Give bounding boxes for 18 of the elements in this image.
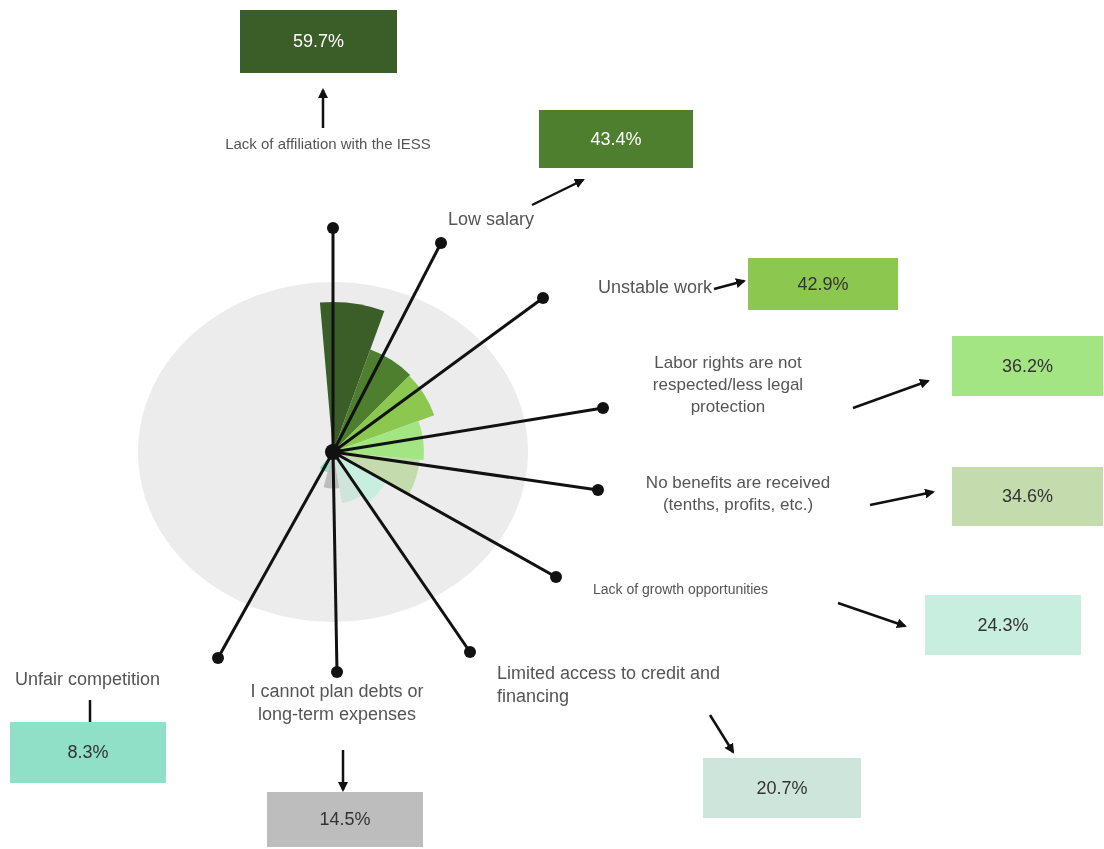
data-label: 34.6%	[952, 467, 1103, 526]
category-label: No benefits are received (tenths, profits, etc.)	[644, 472, 832, 517]
category-label: Limited access to credit and financing	[497, 662, 722, 709]
category-label: Lack of affiliation with the IESS	[224, 134, 432, 154]
category-label: Low salary	[448, 208, 536, 231]
data-label: 8.3%	[10, 722, 166, 783]
category-label: Labor rights are not respected/less legal protection	[651, 352, 805, 419]
data-label: 42.9%	[748, 258, 898, 310]
data-label: 43.4%	[539, 110, 693, 168]
data-label: 20.7%	[703, 758, 861, 818]
data-label: 24.3%	[925, 595, 1081, 655]
category-label: Unstable work	[598, 276, 714, 299]
category-label: Lack of growth opportunities	[593, 580, 770, 599]
data-label: 59.7%	[240, 10, 397, 73]
data-label: 36.2%	[952, 336, 1103, 396]
data-label: 14.5%	[267, 792, 423, 847]
category-label: Unfair competition	[15, 668, 162, 691]
category-label: I cannot plan debts or long-term expenses	[249, 680, 425, 727]
